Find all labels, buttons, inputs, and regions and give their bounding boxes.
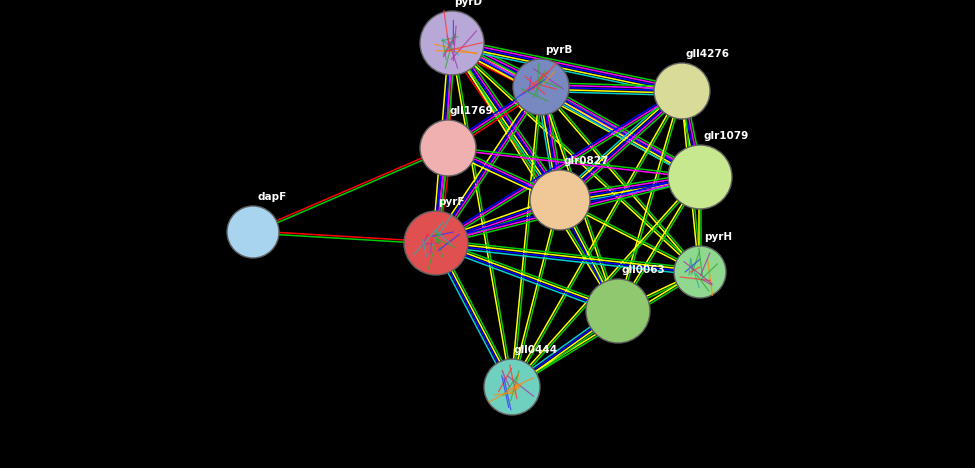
Circle shape	[674, 246, 726, 298]
Circle shape	[227, 206, 279, 258]
Circle shape	[586, 279, 650, 343]
Circle shape	[530, 170, 590, 230]
Circle shape	[420, 120, 476, 176]
Text: gll0444: gll0444	[514, 345, 558, 355]
Text: gll1769: gll1769	[450, 106, 493, 116]
Text: pyrH: pyrH	[704, 232, 732, 242]
Circle shape	[420, 11, 484, 75]
Text: dapF: dapF	[257, 192, 287, 202]
Circle shape	[668, 145, 732, 209]
Circle shape	[404, 211, 468, 275]
Text: glr0827: glr0827	[563, 156, 608, 166]
Circle shape	[484, 359, 540, 415]
Circle shape	[654, 63, 710, 119]
Text: pyrF: pyrF	[438, 197, 464, 207]
Text: pyrB: pyrB	[545, 45, 572, 55]
Circle shape	[513, 59, 569, 115]
Text: glr1079: glr1079	[704, 131, 749, 141]
Text: gll0063: gll0063	[621, 265, 665, 275]
Text: pyrD: pyrD	[454, 0, 482, 7]
Text: gll4276: gll4276	[686, 49, 730, 59]
